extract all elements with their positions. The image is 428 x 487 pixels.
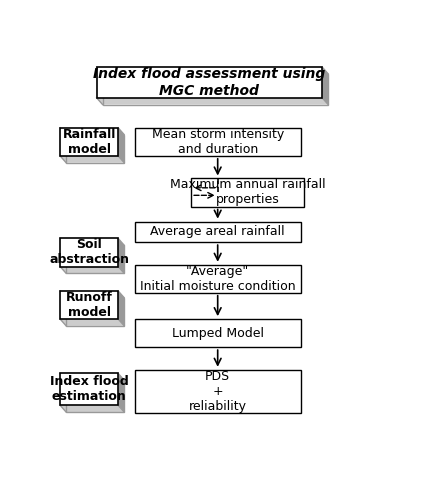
Text: Average areal rainfall: Average areal rainfall — [150, 225, 285, 238]
Text: Soil
abstraction: Soil abstraction — [49, 239, 129, 266]
FancyBboxPatch shape — [60, 128, 118, 156]
FancyBboxPatch shape — [135, 264, 300, 293]
Text: PDS
+
reliability: PDS + reliability — [189, 370, 247, 413]
Polygon shape — [322, 67, 328, 105]
Polygon shape — [118, 291, 124, 326]
FancyBboxPatch shape — [135, 128, 300, 156]
FancyBboxPatch shape — [135, 370, 300, 413]
Polygon shape — [118, 374, 124, 412]
Polygon shape — [97, 98, 328, 105]
Text: "Average"
Initial moisture condition: "Average" Initial moisture condition — [140, 265, 295, 293]
Polygon shape — [60, 405, 124, 412]
Polygon shape — [60, 266, 124, 273]
FancyBboxPatch shape — [191, 178, 304, 206]
Polygon shape — [97, 67, 103, 105]
FancyBboxPatch shape — [135, 319, 300, 347]
Text: Mean storm intensity
and duration: Mean storm intensity and duration — [152, 128, 284, 156]
Text: Maximum annual rainfall
properties: Maximum annual rainfall properties — [170, 179, 325, 206]
FancyBboxPatch shape — [60, 239, 118, 266]
Polygon shape — [118, 239, 124, 273]
Text: Index flood
estimation: Index flood estimation — [50, 375, 128, 403]
Polygon shape — [60, 319, 124, 326]
FancyBboxPatch shape — [97, 67, 322, 98]
FancyBboxPatch shape — [60, 291, 118, 319]
Text: Lumped Model: Lumped Model — [172, 327, 264, 339]
Text: Index flood assessment using
MGC method: Index flood assessment using MGC method — [93, 67, 326, 97]
Polygon shape — [118, 128, 124, 163]
Polygon shape — [60, 156, 124, 163]
FancyBboxPatch shape — [60, 374, 118, 405]
Text: Runoff
model: Runoff model — [66, 291, 113, 319]
FancyBboxPatch shape — [135, 222, 300, 242]
Text: Rainfall
model: Rainfall model — [62, 128, 116, 156]
